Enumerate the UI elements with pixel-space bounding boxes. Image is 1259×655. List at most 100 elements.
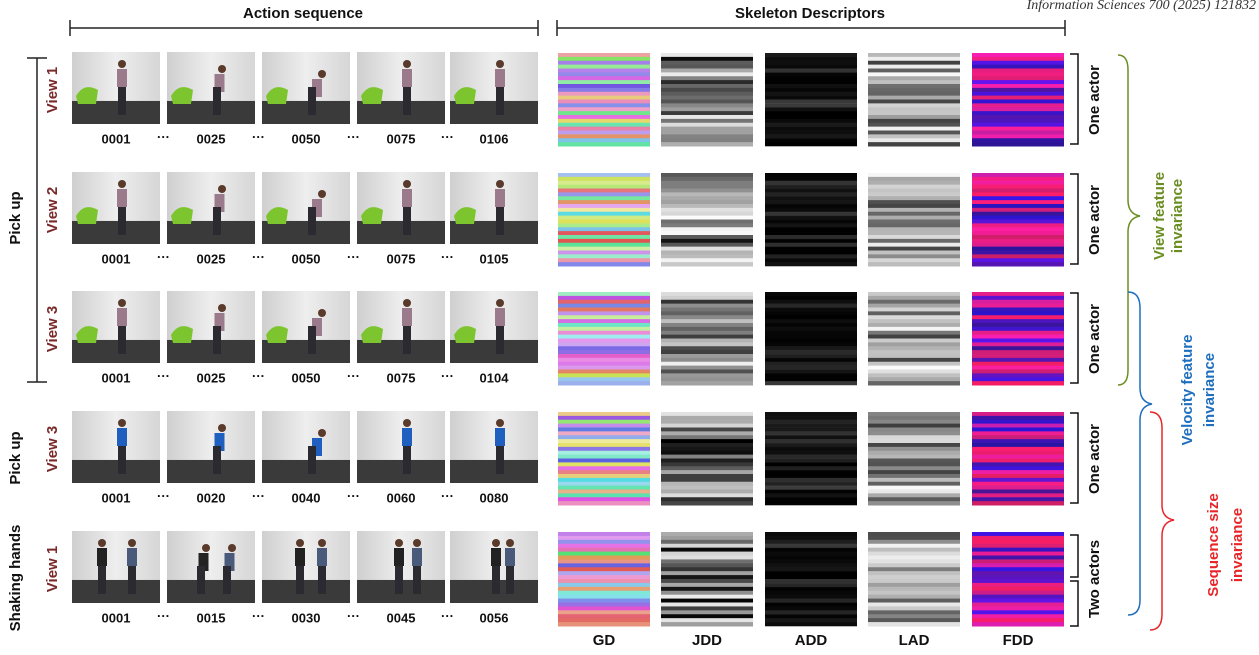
legs: [496, 87, 504, 115]
descriptor-stripe: [661, 532, 753, 536]
descriptor-stripe: [661, 243, 753, 247]
descriptor-stripe: [765, 540, 857, 544]
descriptor: [765, 173, 857, 267]
descriptor-stripe: [661, 377, 753, 381]
descriptor-stripe: [661, 428, 753, 432]
head: [218, 185, 226, 193]
descriptor-stripe: [661, 80, 753, 84]
descriptor-stripe: [972, 304, 1064, 308]
descriptor-stripe: [972, 610, 1064, 614]
descriptor-stripe: [765, 181, 857, 185]
descriptor-stripe: [558, 327, 650, 331]
descriptor-stripe: [661, 552, 753, 556]
descriptor-stripe: [765, 587, 857, 591]
descriptor-stripe: [972, 76, 1064, 80]
frame-floor: [167, 340, 255, 363]
descriptor-stripe: [868, 424, 960, 428]
descriptor-stripe: [661, 536, 753, 540]
head: [118, 419, 126, 427]
descriptor-stripe: [558, 346, 650, 350]
descriptor-stripe: [868, 138, 960, 142]
descriptor-stripe: [765, 254, 857, 258]
descriptor-stripe: [868, 350, 960, 354]
frame-label: 0025: [197, 370, 226, 385]
descriptor-stripe: [972, 119, 1064, 123]
descriptor-stripe: [558, 189, 650, 193]
descriptor-stripe: [765, 72, 857, 76]
descriptor-stripe: [661, 358, 753, 362]
head: [218, 304, 226, 312]
descriptor: [558, 412, 650, 506]
descriptor-stripe: [661, 350, 753, 354]
header-action: Action sequence: [243, 5, 363, 22]
legs: [308, 207, 316, 235]
descriptor-stripe: [661, 134, 753, 138]
descriptor-stripe: [765, 358, 857, 362]
descriptor-stripe: [661, 478, 753, 482]
descriptor-stripe: [972, 181, 1064, 185]
descriptor-stripe: [558, 123, 650, 127]
descriptor-stripe: [868, 354, 960, 358]
descriptor-stripe: [765, 579, 857, 583]
descriptor-stripe: [972, 96, 1064, 100]
descriptor-stripe: [661, 474, 753, 478]
descriptor: [661, 53, 753, 147]
descriptor-stripe: [661, 142, 753, 146]
descriptor-stripe: [972, 308, 1064, 312]
descriptor-stripe: [765, 459, 857, 463]
row: View 10001···0025···0050···0075···0106On…: [44, 52, 1103, 147]
actor-label: One actor: [1086, 65, 1103, 135]
descriptor-stripe: [868, 243, 960, 247]
descriptor-stripe: [972, 339, 1064, 343]
descriptor-stripe: [868, 80, 960, 84]
descriptor-stripe: [765, 323, 857, 327]
descriptor-stripe: [868, 579, 960, 583]
legs: [403, 446, 411, 474]
descriptor-stripe: [868, 497, 960, 501]
descriptor-stripe: [868, 327, 960, 331]
descriptor-stripe: [765, 80, 857, 84]
frame: [450, 531, 538, 603]
descriptor-stripe: [558, 548, 650, 552]
descriptor-stripe: [558, 497, 650, 501]
frame: [450, 172, 538, 244]
descriptor-stripe: [765, 497, 857, 501]
descriptor-stripe: [661, 497, 753, 501]
descriptor-stripe: [558, 142, 650, 146]
descriptor-stripe: [661, 92, 753, 96]
descriptor-stripe: [661, 304, 753, 308]
descriptor-stripe: [868, 331, 960, 335]
descriptor-stripe: [558, 563, 650, 567]
descriptor-stripe: [972, 571, 1064, 575]
descriptor-stripe: [661, 331, 753, 335]
descriptor-stripe: [972, 424, 1064, 428]
descriptor-stripe: [558, 373, 650, 377]
descriptor-stripe: [661, 247, 753, 251]
frame: [72, 411, 160, 483]
descriptor-stripe: [972, 358, 1064, 362]
descriptor-stripe: [765, 192, 857, 196]
descriptor-stripe: [558, 462, 650, 466]
ellipsis: ···: [252, 608, 265, 623]
legs: [496, 207, 504, 235]
descriptor-stripe: [972, 111, 1064, 115]
frame-floor: [450, 221, 538, 244]
descriptor-stripe: [558, 208, 650, 212]
frame: [72, 291, 160, 363]
ellipsis: ···: [441, 488, 454, 503]
descriptor-stripe: [972, 614, 1064, 618]
actor-bracket: [1070, 535, 1078, 577]
descriptor-stripe: [765, 258, 857, 262]
invariance-line: Velocity feature: [1179, 335, 1196, 446]
descriptor-stripe: [558, 362, 650, 366]
descriptor-stripe: [558, 61, 650, 65]
descriptor-stripe: [661, 315, 753, 319]
descriptor-stripe: [868, 300, 960, 304]
head: [496, 419, 504, 427]
descriptor-stripe: [972, 595, 1064, 599]
actor-label: One actor: [1086, 304, 1103, 374]
descriptor-stripe: [558, 470, 650, 474]
descriptor-stripe: [765, 381, 857, 385]
descriptor-stripe: [868, 61, 960, 65]
frame-floor: [167, 580, 255, 603]
